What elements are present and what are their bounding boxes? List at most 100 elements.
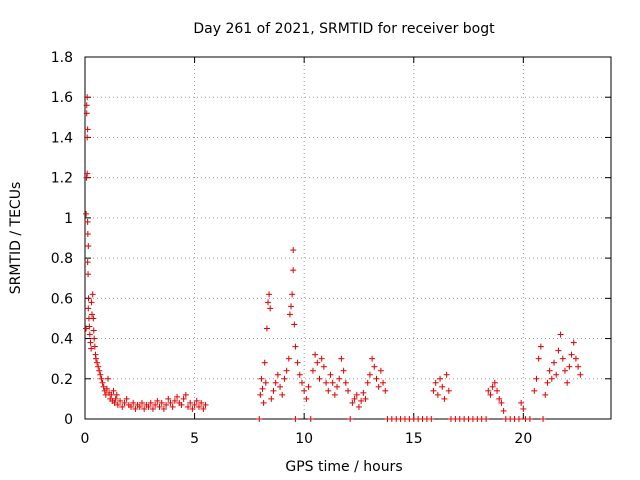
- data-point: [487, 391, 494, 398]
- data-point: [256, 416, 263, 422]
- data-point: [375, 383, 382, 390]
- data-point: [191, 401, 198, 408]
- data-point: [572, 355, 579, 362]
- data-point: [158, 399, 165, 406]
- data-point: [257, 391, 264, 398]
- data-point: [428, 416, 435, 422]
- data-point: [114, 401, 121, 408]
- y-tick-label: 0.2: [51, 372, 73, 388]
- data-point: [291, 321, 298, 328]
- data-point: [167, 399, 174, 406]
- data-point: [380, 379, 387, 386]
- data-point: [294, 359, 301, 366]
- data-point: [377, 367, 384, 374]
- data-point: [491, 379, 498, 386]
- data-point: [98, 375, 105, 382]
- data-point: [171, 397, 178, 404]
- data-point: [265, 299, 272, 306]
- data-point: [169, 403, 176, 410]
- y-tick-label: 1.2: [51, 171, 73, 187]
- data-point: [99, 379, 106, 386]
- data-point: [316, 375, 323, 382]
- y-tick-label: 1: [64, 211, 73, 227]
- data-point: [485, 387, 492, 394]
- data-point: [262, 379, 269, 386]
- data-point: [90, 315, 97, 322]
- data-point: [272, 379, 279, 386]
- data-point: [261, 359, 268, 366]
- data-point: [432, 379, 439, 386]
- data-point: [351, 395, 358, 402]
- data-point: [518, 399, 525, 406]
- data-point: [85, 305, 92, 312]
- data-point: [307, 416, 314, 422]
- data-point: [91, 335, 98, 342]
- data-point: [274, 371, 281, 378]
- data-point: [277, 383, 284, 390]
- data-point: [355, 403, 362, 410]
- data-point: [185, 403, 192, 410]
- data-point: [353, 391, 360, 398]
- data-point: [553, 371, 560, 378]
- data-point: [96, 367, 103, 374]
- data-point: [92, 355, 99, 362]
- data-point: [577, 371, 584, 378]
- data-point: [130, 399, 137, 406]
- data-point: [331, 391, 338, 398]
- data-point: [259, 385, 266, 392]
- data-point: [366, 371, 373, 378]
- data-point: [195, 403, 202, 410]
- data-point: [338, 355, 345, 362]
- data-point: [174, 393, 181, 400]
- data-point: [84, 126, 91, 133]
- data-point: [263, 325, 270, 332]
- data-point: [187, 399, 194, 406]
- data-point: [105, 375, 112, 382]
- data-point: [202, 401, 209, 408]
- y-tick-label: 0.8: [51, 251, 73, 267]
- data-point: [84, 259, 91, 266]
- data-point: [496, 395, 503, 402]
- data-point: [189, 405, 196, 412]
- data-point: [83, 102, 90, 109]
- x-tick-label: 0: [81, 431, 90, 447]
- data-point: [258, 375, 265, 382]
- data-point: [152, 401, 159, 408]
- data-point: [112, 395, 119, 402]
- data-point: [83, 210, 90, 217]
- x-tick-label: 10: [295, 431, 313, 447]
- data-point: [85, 243, 92, 250]
- data-point: [260, 399, 267, 406]
- data-point: [345, 387, 351, 394]
- data-point: [564, 379, 571, 386]
- data-point: [336, 375, 343, 382]
- data-point: [270, 387, 277, 394]
- data-point: [439, 383, 446, 390]
- data-point: [266, 291, 273, 298]
- data-point: [84, 230, 91, 237]
- tick-labels: 0 0.2 0.4 0.6 0.8 1 1.2 1.4 1.6 1.8 0 5 10 15 20: [51, 50, 533, 447]
- data-point: [434, 391, 441, 398]
- x-tick-label: 5: [190, 431, 199, 447]
- data-point: [95, 363, 102, 370]
- data-point: [334, 383, 341, 390]
- data-point: [94, 359, 101, 366]
- x-tick-label: 15: [405, 431, 423, 447]
- data-point: [548, 375, 555, 382]
- data-point: [515, 416, 522, 422]
- data-point: [551, 359, 558, 366]
- data-point: [91, 343, 98, 350]
- y-tick-label: 0: [64, 412, 73, 428]
- data-point: [340, 367, 347, 374]
- data-point: [198, 399, 205, 406]
- data-point: [494, 387, 501, 394]
- data-point: [575, 363, 582, 370]
- chart-title: Day 261 of 2021, SRMTID for receiver bog…: [193, 21, 495, 37]
- data-point: [108, 391, 115, 398]
- data-point: [301, 387, 308, 394]
- data-point: [182, 391, 189, 398]
- data-point: [290, 267, 297, 274]
- data-point: [500, 407, 507, 414]
- data-point: [113, 391, 120, 398]
